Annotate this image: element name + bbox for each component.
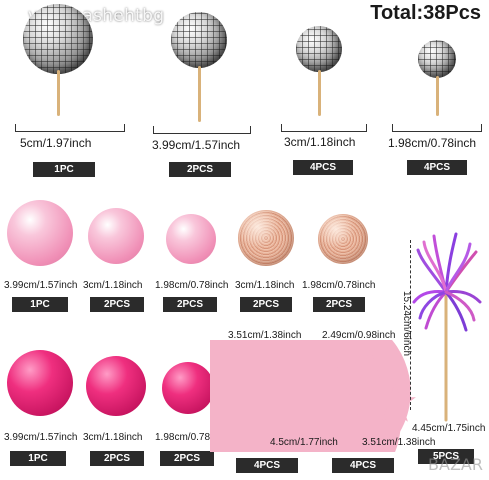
size-bracket xyxy=(153,126,251,134)
qty-badge: 4PCS xyxy=(332,458,394,473)
size-label: 1.98cm/0.78inch xyxy=(155,432,229,443)
disco-ball-large xyxy=(23,4,93,74)
size-label: 3cm/1.18inch xyxy=(83,432,143,443)
rose-gold-glitter-ball-medium xyxy=(238,210,294,266)
size-label: 1.98cm/0.78inch xyxy=(388,136,477,150)
size-label: 1.98cm/0.78inch xyxy=(302,280,376,291)
star-outline-group xyxy=(210,340,416,452)
hot-pink-ball-small xyxy=(162,362,214,414)
star-outline-icon xyxy=(278,373,329,422)
hot-pink-ball-large xyxy=(7,350,73,416)
corner-watermark: BAZAR xyxy=(428,455,483,474)
disco-ball-mini xyxy=(418,40,456,78)
total-title: Total:38Pcs xyxy=(370,2,481,24)
size-bracket xyxy=(15,124,125,132)
qty-badge: 5PCS xyxy=(418,449,474,464)
size-bracket xyxy=(281,124,367,132)
qty-badge: 2PCS xyxy=(163,297,217,312)
size-label: 3.51cm/1.38inch xyxy=(362,437,436,448)
qty-badge: 2PCS xyxy=(90,451,144,466)
height-measure-line xyxy=(410,240,411,410)
size-bracket xyxy=(392,124,482,132)
size-label: 5cm/1.97inch xyxy=(20,136,92,150)
size-label: 3cm/1.18inch xyxy=(284,135,356,149)
qty-badge: 2PCS xyxy=(313,297,365,312)
qty-badge: 2PCS xyxy=(169,162,231,177)
size-label: 3.99cm/1.57inch xyxy=(4,280,78,291)
light-pink-ball-small xyxy=(166,214,216,264)
size-label: 1.98cm/0.78inch xyxy=(155,280,229,291)
cake-topper-stick xyxy=(318,70,321,116)
size-label: 3.99cm/1.57inch xyxy=(152,138,241,152)
qty-badge: 4PCS xyxy=(293,160,353,175)
disco-ball-small xyxy=(296,26,342,72)
qty-badge: 2PCS xyxy=(90,297,144,312)
light-pink-ball-medium xyxy=(88,208,144,264)
size-label: 3cm/1.18inch xyxy=(235,280,295,291)
hot-pink-ball-medium xyxy=(86,356,146,416)
cake-topper-stick xyxy=(436,76,439,116)
qty-badge: 2PCS xyxy=(160,451,214,466)
light-pink-ball-large xyxy=(7,200,73,266)
qty-badge: 2PCS xyxy=(240,297,292,312)
qty-badge: 1PC xyxy=(10,451,66,466)
disco-ball-medium xyxy=(171,12,227,68)
qty-badge: 1PC xyxy=(12,297,68,312)
size-label: 3.51cm/1.38inch xyxy=(228,330,302,341)
cake-topper-stick xyxy=(198,66,201,122)
rose-gold-glitter-ball-small xyxy=(318,214,368,264)
size-label: 3.99cm/1.57inch xyxy=(4,432,78,443)
size-label: 2.49cm/0.98inch xyxy=(322,330,396,341)
tinsel-pick xyxy=(412,232,482,422)
size-label: 4.45cm/1.75inch xyxy=(412,423,486,434)
qty-badge: 1PC xyxy=(33,162,95,177)
size-label: 4.5cm/1.77inch xyxy=(270,437,338,448)
qty-badge: 4PCS xyxy=(236,458,298,473)
size-label: 3cm/1.18inch xyxy=(83,280,143,291)
size-label: 15.24cm/6inch xyxy=(401,290,413,357)
qty-badge: 4PCS xyxy=(407,160,467,175)
cake-topper-stick xyxy=(57,70,60,116)
